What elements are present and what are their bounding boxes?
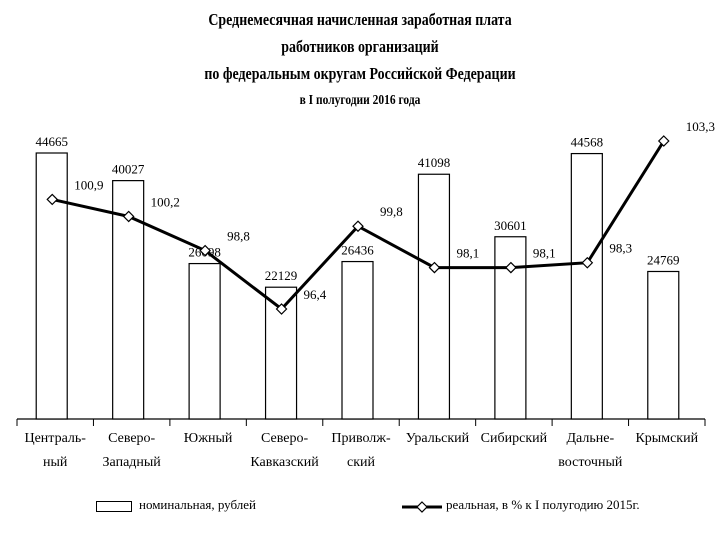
bar-nominal — [417, 173, 451, 420]
bar-nominal — [570, 152, 603, 420]
point-real — [352, 220, 364, 233]
point-real — [657, 135, 670, 147]
bar-value-label: 44665 — [35, 134, 68, 149]
bar-nominal — [341, 260, 374, 420]
point-value-label: 100,9 — [74, 177, 103, 192]
point-real — [275, 303, 288, 315]
legend-swatch-real — [402, 501, 442, 513]
category-label: Централь- — [24, 431, 86, 446]
point-value-label: 99,8 — [380, 204, 403, 219]
point-real — [505, 261, 517, 274]
bar-nominal — [188, 262, 221, 420]
chart-title-line-1: Среднемесячная начисленная заработная пл… — [208, 10, 512, 29]
category-label: Кавказский — [250, 455, 319, 470]
category-label: Дальне- — [567, 431, 615, 446]
legend-swatch-nominal — [96, 501, 132, 512]
chart-subtitle: в I полугодии 2016 года — [299, 93, 421, 108]
category-label: ский — [347, 455, 376, 470]
category-label: Уральский — [406, 431, 470, 446]
point-real — [581, 256, 594, 269]
bar-value-label: 40027 — [112, 162, 145, 177]
point-value-label: 98,1 — [456, 246, 479, 261]
category-label: Западный — [103, 455, 162, 470]
point-value-label: 98,3 — [609, 241, 632, 256]
point-value-label: 103,3 — [686, 119, 715, 134]
point-real — [428, 261, 441, 274]
bar-value-label: 41098 — [418, 155, 451, 170]
point-value-label: 98,8 — [227, 229, 250, 244]
bar-value-label: 30601 — [494, 218, 527, 233]
category-label: Южный — [184, 431, 233, 446]
point-value-label: 98,1 — [533, 246, 556, 261]
bar-value-label: 44568 — [571, 135, 604, 150]
point-real — [199, 244, 211, 257]
category-label: восточный — [558, 455, 623, 470]
bar-value-label: 22129 — [265, 268, 298, 283]
legend-label-real: реальная, в % к I полугодию 2015г. — [446, 497, 640, 512]
chart-title-line-3: по федеральным округам Российской Федера… — [204, 64, 516, 83]
category-label: Приволж- — [331, 431, 391, 446]
legend-label-nominal: номинальная, рублей — [139, 497, 257, 512]
category-label: Сибирский — [481, 431, 548, 446]
point-value-label: 96,4 — [304, 287, 327, 302]
bar-value-label: 24769 — [647, 252, 680, 267]
category-label: Северо- — [108, 431, 155, 446]
bar-nominal — [35, 152, 68, 420]
category-label: ный — [43, 455, 68, 470]
point-real — [122, 210, 135, 223]
bar-value-label: 26436 — [341, 243, 374, 258]
bar-nominal — [647, 270, 680, 420]
category-label: Крымский — [635, 431, 698, 446]
chart-title-line-2: работников организаций — [281, 37, 439, 56]
point-value-label: 100,2 — [151, 194, 180, 209]
point-real — [46, 193, 59, 206]
category-label: Северо- — [261, 431, 308, 446]
